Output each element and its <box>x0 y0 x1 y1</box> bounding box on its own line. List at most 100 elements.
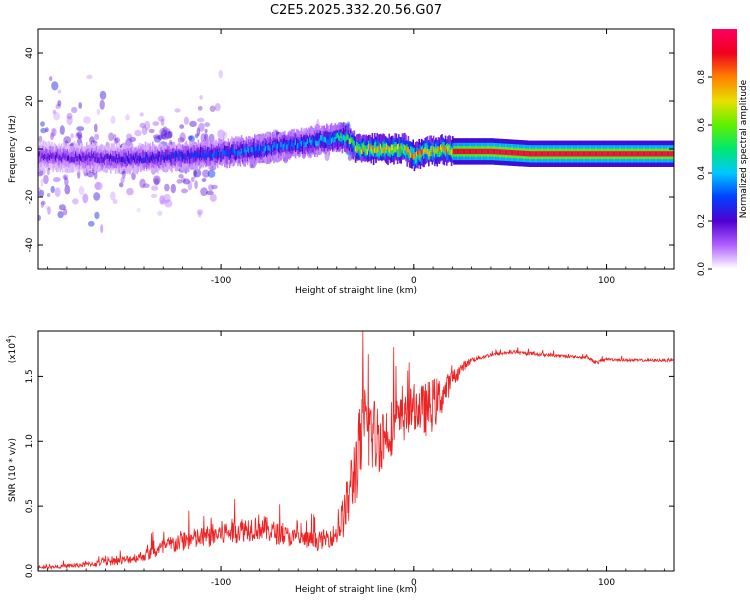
ridge-cell <box>466 148 468 155</box>
ridge-cell <box>250 146 252 152</box>
y-tick-label: -20 <box>25 189 35 204</box>
ridge-cell <box>519 150 521 156</box>
ridge-cell <box>298 144 300 150</box>
ridge-cell <box>171 152 173 158</box>
ridge-cell <box>274 142 276 148</box>
spectral-blob <box>142 183 150 188</box>
ridge-cell <box>358 144 360 155</box>
ridge-cell <box>94 150 96 162</box>
x-tick-label: 0 <box>411 276 417 286</box>
spectrogram-marks <box>38 70 674 234</box>
ridge-cell <box>125 153 128 159</box>
ridge-cell <box>311 138 314 144</box>
ridge-cell <box>671 151 674 157</box>
ridge-cell <box>657 151 659 157</box>
y-tick-label: 20 <box>25 95 35 107</box>
ridge-cell <box>86 154 88 160</box>
x-tick-label: 100 <box>598 276 615 286</box>
ridge-cell <box>489 148 491 155</box>
ridge-cell <box>104 155 106 161</box>
ridge-cell <box>514 150 516 156</box>
spectral-blob <box>165 128 171 135</box>
ridge-cell <box>84 155 87 161</box>
ridge-cell <box>236 150 238 156</box>
ridge-cell <box>353 142 356 153</box>
ridge-cell <box>495 149 497 155</box>
ridge-cell <box>119 156 122 162</box>
ridge-cell <box>327 131 329 143</box>
ridge-cell <box>460 148 462 155</box>
spectral-blob <box>199 95 203 100</box>
ridge-cell <box>350 138 352 144</box>
ridge-cell <box>296 144 298 150</box>
ridge-cell <box>566 151 568 157</box>
ridge-cell <box>165 153 167 160</box>
ridge-cell <box>666 151 669 157</box>
spectral-blob <box>347 154 353 161</box>
ridge-cell <box>528 151 531 157</box>
ridge-cell <box>171 154 173 165</box>
ridge-cell <box>72 157 75 163</box>
ridge-cell <box>255 147 257 158</box>
ridge-cell <box>312 135 315 146</box>
ridge-cell <box>491 148 494 155</box>
x-tick-label: -100 <box>211 276 232 286</box>
ridge-cell <box>179 151 182 157</box>
ridge-cell <box>80 155 82 161</box>
ridge-cell <box>59 148 62 160</box>
ridge-cell <box>124 151 126 163</box>
ridge-cell <box>532 151 534 157</box>
ridge-cell <box>352 139 354 145</box>
ridge-cell <box>498 149 501 155</box>
ridge-cell <box>400 145 402 156</box>
ridge-cell <box>117 157 119 164</box>
ridge-cell <box>245 143 248 154</box>
ridge-cell <box>654 151 657 157</box>
ridge-cell <box>605 151 608 157</box>
x-tick-label: -100 <box>211 578 232 588</box>
ridge-cell <box>328 139 330 145</box>
ridge-cell <box>137 155 140 161</box>
ridge-cell <box>260 144 262 150</box>
spectral-blob <box>49 76 53 82</box>
snr-x-label: Height of straight line (km) <box>295 585 417 595</box>
snr-series-line <box>38 331 674 571</box>
ridge-cell <box>58 155 60 161</box>
y-tick-label: 0 <box>25 146 35 152</box>
ridge-cell <box>185 148 188 160</box>
ridge-cell <box>174 151 177 158</box>
ridge-cell <box>477 148 479 155</box>
colorbar: 0.0 0.2 0.4 0.6 0.8 Normalized spectral ampl… <box>697 29 749 276</box>
ridge-cell <box>41 152 44 158</box>
spectral-blob <box>190 176 195 182</box>
spectral-blob <box>139 112 144 117</box>
ridge-cell <box>383 145 386 157</box>
ridge-cell <box>425 143 428 154</box>
ridge-cell <box>184 156 186 162</box>
spectral-blob <box>187 180 193 191</box>
ridge-cell <box>464 148 466 155</box>
ridge-cell <box>240 148 243 154</box>
ridge-cell <box>256 146 258 152</box>
spectral-blob <box>66 112 73 120</box>
ridge-cell <box>294 139 297 145</box>
ridge-cell <box>166 149 168 161</box>
ridge-cell <box>228 152 231 159</box>
ridge-cell <box>225 149 227 156</box>
ridge-cell <box>327 139 329 145</box>
ridge-cell <box>497 149 500 155</box>
ridge-cell <box>395 146 398 152</box>
ridge-cell <box>621 151 623 157</box>
ridge-cell <box>287 140 290 147</box>
spectral-blob <box>194 180 198 190</box>
spectral-blob <box>139 122 146 129</box>
ridge-cell <box>64 154 66 160</box>
ridge-cell <box>76 155 78 162</box>
ridge-cell <box>479 148 482 155</box>
ridge-cell <box>194 151 196 157</box>
spectral-blob <box>154 178 160 186</box>
ridge-cell <box>128 150 130 162</box>
ridge-cell <box>366 149 369 155</box>
ridge-cell <box>422 148 424 154</box>
ridge-cell <box>543 151 545 157</box>
